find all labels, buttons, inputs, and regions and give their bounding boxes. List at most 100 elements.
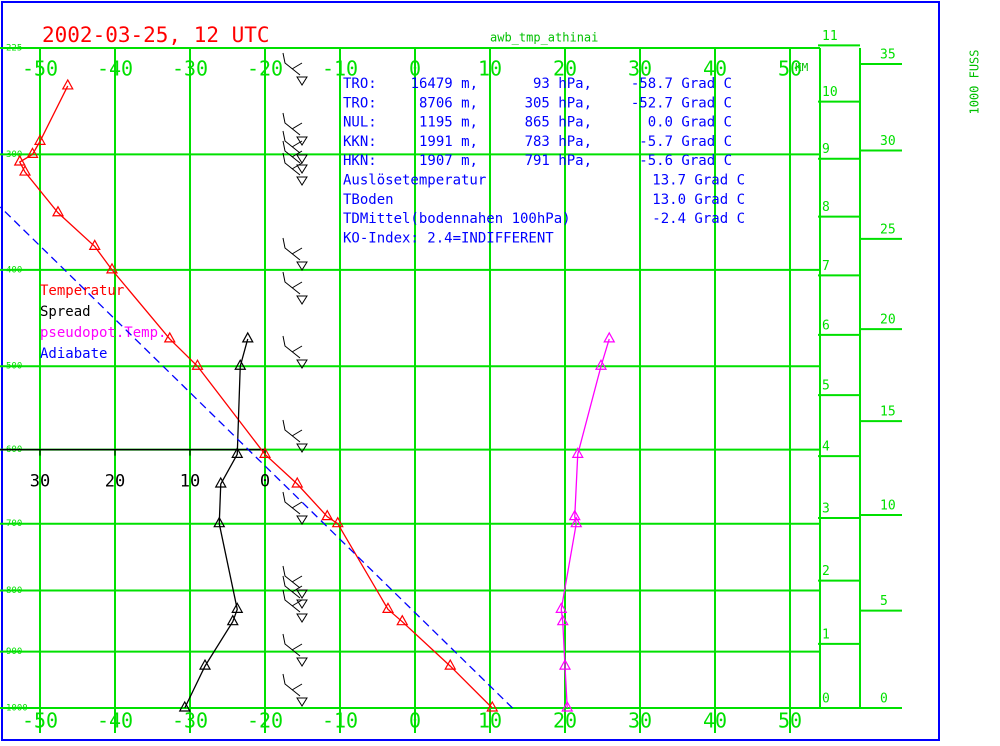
y-tick-label: 1000 — [6, 704, 28, 714]
series-line — [0, 206, 513, 709]
km-tick-label: 8 — [822, 200, 830, 215]
wind-barb — [282, 673, 308, 707]
info-text: -2.4 Grad C — [652, 211, 745, 227]
marker — [561, 700, 574, 712]
km-tick-label: 1 — [822, 627, 830, 642]
wind-barb — [282, 419, 308, 453]
wind-barb — [282, 271, 308, 305]
marker — [51, 205, 65, 217]
x-tick-label: -40 — [97, 57, 133, 81]
wind-barb — [282, 491, 308, 525]
fuss-tick-label: 5 — [880, 594, 888, 609]
x-tick-label: 40 — [703, 57, 727, 81]
info-text: Auslösetemperatur — [343, 173, 486, 189]
x-tick-label: -30 — [172, 709, 208, 733]
x-tick-label: -10 — [322, 709, 358, 733]
chart-subtitle: awb_tmp_athinai — [490, 31, 598, 45]
info-text: 13.0 Grad C — [652, 192, 745, 208]
info-text: 1907 m, — [419, 153, 478, 169]
x-tick-label: 20 — [553, 57, 577, 81]
spread-tick-label: 30 — [30, 472, 50, 492]
x-tick-label: -40 — [97, 709, 133, 733]
wind-barb — [282, 575, 308, 609]
marker — [570, 516, 583, 528]
legend-entry: Adiabate — [40, 346, 107, 362]
marker — [13, 154, 26, 166]
wind-barb — [282, 633, 308, 667]
x-tick-label: -20 — [247, 709, 283, 733]
marker — [331, 516, 344, 528]
marker — [163, 331, 176, 343]
marker — [291, 476, 304, 488]
fuss-label: 1000 FUSS — [968, 49, 982, 114]
x-tick-label: -50 — [22, 57, 58, 81]
info-text: 93 hPa, — [533, 76, 592, 92]
legend-entry: Spread — [40, 304, 91, 320]
info-text: NUL: — [343, 115, 377, 131]
info-text: 1991 m, — [419, 134, 478, 150]
km-tick-label: 7 — [822, 259, 830, 274]
spread-tick-label: 0 — [260, 472, 270, 492]
info-text: 783 hPa, — [525, 134, 592, 150]
wind-barb — [282, 152, 308, 186]
chart-title: 2002-03-25, 12 UTC — [42, 23, 270, 47]
marker — [105, 262, 119, 274]
info-text: KO-Index: 2.4=INDIFFERENT — [343, 230, 554, 246]
marker — [191, 359, 204, 370]
x-tick-label: 50 — [778, 57, 802, 81]
wind-barb — [282, 112, 308, 146]
info-text: -52.7 Grad C — [631, 95, 732, 111]
x-tick-label: 0 — [409, 57, 421, 81]
y-tick-label: 225 — [6, 44, 22, 54]
x-tick-label: 40 — [703, 709, 727, 733]
info-text: TBoden — [343, 192, 394, 208]
wind-barb — [282, 237, 308, 271]
marker — [33, 134, 47, 145]
x-tick-label: -10 — [322, 57, 358, 81]
marker — [231, 602, 244, 613]
y-tick-label: 700 — [6, 519, 22, 529]
marker — [231, 447, 244, 458]
km-tick-label: 3 — [822, 502, 830, 517]
spread-tick-label: 20 — [105, 472, 125, 492]
km-tick-label: 11 — [822, 29, 838, 44]
x-tick-label: 30 — [628, 57, 652, 81]
info-text: KKN: — [343, 134, 377, 150]
info-text: 305 hPa, — [525, 95, 592, 111]
wind-barb — [282, 52, 308, 86]
spread-tick-label: 10 — [180, 472, 200, 492]
marker — [18, 164, 32, 176]
info-text: 8706 m, — [419, 95, 478, 111]
marker — [61, 78, 74, 90]
fuss-tick-label: 25 — [880, 222, 896, 237]
info-text: -5.7 Grad C — [639, 134, 732, 150]
marker — [226, 614, 239, 626]
series-line — [184, 338, 249, 709]
fuss-tick-label: 0 — [880, 692, 888, 707]
km-tick-label: 2 — [822, 564, 830, 579]
info-text: TRO: — [343, 95, 377, 111]
marker — [594, 359, 608, 370]
info-text: 13.7 Grad C — [652, 173, 745, 189]
fuss-tick-label: 20 — [880, 313, 896, 328]
marker — [603, 331, 616, 343]
marker — [214, 476, 227, 488]
marker — [444, 658, 457, 670]
y-tick-label: 900 — [6, 647, 22, 657]
km-tick-label: 6 — [822, 318, 830, 333]
info-text: 791 hPa, — [525, 153, 592, 169]
info-text: HKN: — [343, 153, 377, 169]
km-label: KM — [795, 61, 809, 74]
legend-entry: Temperatur — [40, 283, 124, 299]
fuss-tick-label: 35 — [880, 47, 896, 62]
marker — [234, 359, 247, 370]
km-tick-label: 9 — [822, 142, 830, 157]
info-text: TRO: — [343, 76, 377, 92]
marker — [213, 516, 226, 528]
x-tick-label: 0 — [409, 709, 421, 733]
marker — [321, 509, 334, 521]
marker — [556, 614, 569, 626]
km-tick-label: 10 — [822, 85, 838, 100]
info-text: 0.0 Grad C — [648, 115, 732, 131]
info-text: -58.7 Grad C — [631, 76, 732, 92]
